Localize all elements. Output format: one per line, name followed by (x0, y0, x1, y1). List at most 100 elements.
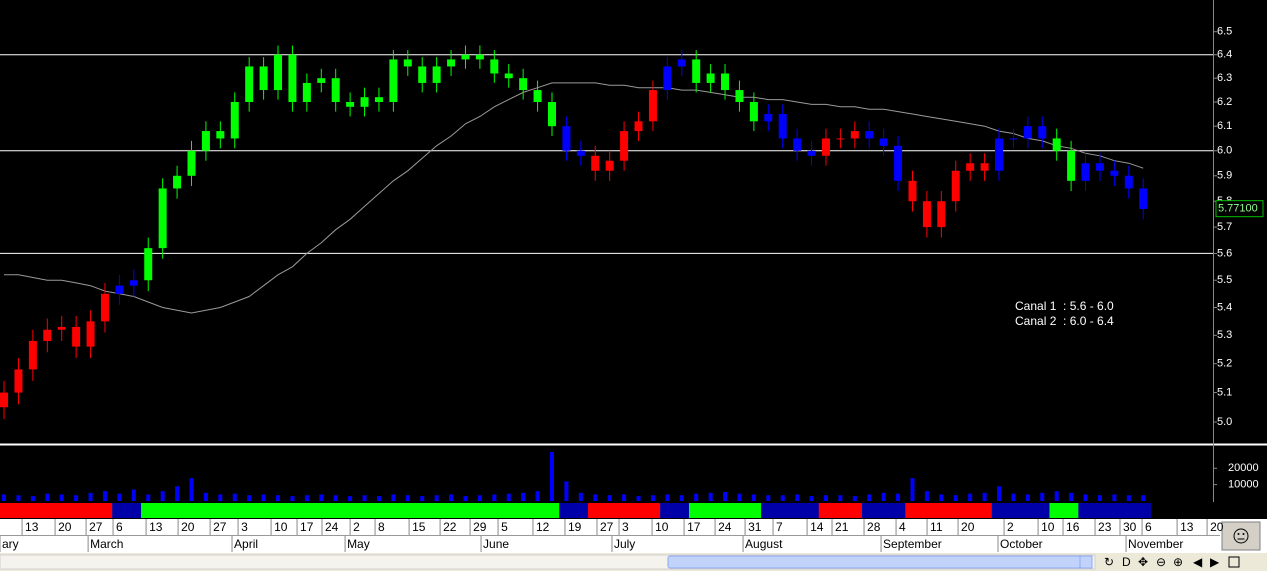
candle-body (1110, 170, 1119, 176)
candle-body (129, 280, 138, 286)
smiley-eye (1242, 533, 1245, 535)
candle-body (302, 82, 311, 103)
y-tick-label: 6.1 (1217, 120, 1232, 132)
volume-bar (247, 495, 252, 501)
trend-band-segment (962, 503, 978, 518)
x-tick-label: 20 (1210, 520, 1224, 534)
tool-zoom-out[interactable]: ⊖ (1156, 555, 1166, 569)
candle-body (259, 66, 268, 91)
tool-window[interactable] (1228, 556, 1240, 568)
candle-body (1124, 175, 1133, 189)
volume-bar (852, 496, 857, 501)
volume-bar (1054, 491, 1059, 501)
tool-zoom-in[interactable]: ⊕ (1173, 555, 1183, 569)
x-tick-label: 4 (899, 520, 906, 534)
x-tick-label: 30 (1123, 520, 1137, 534)
x-tick-label: 20 (181, 520, 195, 534)
candle-body (706, 73, 715, 83)
x-tick-label: 20 (961, 520, 975, 534)
volume-bar (1126, 495, 1131, 501)
tool-left[interactable]: ◀ (1193, 555, 1203, 569)
trend-band-segment (97, 503, 113, 518)
tool-pan[interactable]: ✥ (1138, 555, 1148, 569)
smiley-eye (1237, 533, 1240, 535)
volume-bar (45, 493, 50, 501)
trend-band-segment (631, 503, 647, 518)
trend-band-segment (1135, 503, 1151, 518)
last-price-box (1215, 200, 1264, 218)
trend-band-segment (804, 503, 820, 518)
trend-band-segment (818, 503, 834, 518)
trend-band-segment (544, 503, 560, 518)
candle-body (591, 155, 600, 171)
candle-body (937, 201, 946, 228)
volume-bar (549, 451, 554, 501)
trend-band-segment (299, 503, 315, 518)
volume-bar (982, 492, 987, 501)
candle-body (504, 73, 513, 79)
volume-bar (593, 494, 598, 501)
x-tick-label: 11 (930, 520, 943, 534)
candle-body (735, 90, 744, 103)
scroll-thumb[interactable] (667, 555, 1091, 569)
x-tick-label: 20 (58, 520, 72, 534)
candle-body (28, 340, 37, 370)
candle-body (562, 126, 571, 151)
volume-bar (564, 481, 569, 501)
y-tick-label: 5.1 (1217, 386, 1232, 398)
tool-refresh[interactable]: ↻ (1104, 555, 1114, 569)
candle-body (475, 54, 484, 60)
x-tick-label: 13 (25, 520, 39, 534)
tool-right[interactable]: ▶ (1210, 555, 1220, 569)
volume-bar (694, 493, 699, 501)
smiley-icon (1233, 528, 1249, 544)
candle-body (908, 180, 917, 202)
volume-bar (348, 496, 353, 501)
volume-bar (1011, 493, 1016, 501)
volume-bar (304, 495, 309, 501)
candle-body (807, 150, 816, 156)
candle-body (1095, 163, 1104, 171)
volume-bar (146, 494, 151, 501)
candle-body (173, 175, 182, 189)
trend-band-segment (342, 503, 358, 518)
volume-bar (376, 496, 381, 501)
volume-bar (867, 494, 872, 501)
trend-band-segment (400, 503, 416, 518)
x-tick-label: 5 (501, 520, 508, 534)
candle-body (966, 163, 975, 171)
trend-band-segment (660, 503, 676, 518)
trend-band-segment (991, 503, 1007, 518)
volume-bar (74, 495, 79, 501)
trend-band-segment (213, 503, 229, 518)
volume-bar (910, 478, 915, 501)
candle-body (576, 150, 585, 156)
trend-band-segment (198, 503, 214, 518)
volume-bar (665, 494, 670, 501)
y-tick-label: 5.5 (1217, 274, 1232, 286)
candle-body (72, 326, 81, 347)
volume-bar (160, 491, 165, 501)
volume-bar (1040, 492, 1045, 501)
tool-d[interactable]: D (1122, 555, 1131, 569)
scroll-right-button[interactable] (1079, 555, 1093, 569)
month-label: April (234, 537, 258, 551)
candle-body (1009, 138, 1018, 140)
trend-band-segment (40, 503, 56, 518)
volume-bar (896, 493, 901, 501)
x-tick-label: 17 (687, 520, 701, 534)
volume-bar (30, 496, 35, 501)
volume-bar (622, 494, 627, 501)
x-tick-label: 12 (536, 520, 550, 534)
smiley-button[interactable] (1221, 521, 1261, 551)
x-tick-label: 8 (378, 520, 385, 534)
x-tick-label: 3 (241, 520, 248, 534)
candle-body (447, 59, 456, 67)
volume-bar (218, 494, 223, 501)
candle-body (605, 160, 614, 171)
candle-body (922, 201, 931, 228)
trend-band-segment (847, 503, 863, 518)
trend-band-segment (703, 503, 719, 518)
volume-bar (463, 496, 468, 501)
candle-body (677, 59, 686, 67)
